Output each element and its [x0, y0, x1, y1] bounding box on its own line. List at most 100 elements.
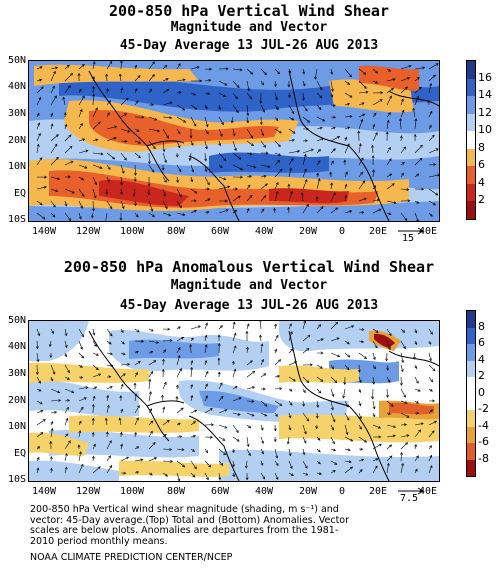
- shear-vector-head: [219, 325, 223, 329]
- shear-vector-head: [251, 413, 255, 417]
- shear-vector: [50, 67, 58, 70]
- shear-vector-head: [413, 133, 417, 137]
- shear-vector: [36, 376, 41, 384]
- shear-vector-head: [181, 448, 185, 452]
- shear-vector: [246, 360, 253, 366]
- bottom-colorbar: [466, 310, 476, 477]
- shear-vector-head: [196, 66, 200, 69]
- shear-vector-head: [249, 194, 253, 198]
- colorbar-segment: [467, 311, 475, 328]
- shear-vector-head: [153, 457, 158, 460]
- shear-vector: [120, 176, 123, 186]
- shear-vector-head: [360, 118, 364, 122]
- shear-vector-head: [419, 157, 423, 161]
- shear-vector-head: [245, 330, 249, 334]
- shear-vector-head: [205, 383, 208, 387]
- shear-vector: [148, 74, 155, 82]
- shear-vector-head: [223, 452, 227, 456]
- shear-vector-head: [64, 452, 68, 457]
- shear-vector: [428, 445, 432, 450]
- shear-vector: [134, 372, 138, 378]
- shear-vector-head: [404, 217, 408, 221]
- shear-vector-head: [109, 465, 113, 469]
- shear-vector-head: [378, 443, 382, 447]
- shear-vector-head: [418, 429, 422, 433]
- shear-vector: [414, 328, 417, 333]
- credit-line: NOAA CLIMATE PREDICTION CENTER/NCEP: [30, 552, 233, 563]
- shear-vector-head: [349, 94, 353, 98]
- shear-vector-head: [260, 343, 264, 347]
- shear-vector: [64, 399, 70, 402]
- shear-vector-head: [320, 338, 324, 342]
- shear-vector: [358, 198, 367, 202]
- shear-vector: [204, 164, 207, 172]
- shear-vector-head: [264, 413, 268, 417]
- shear-vector-head: [351, 325, 355, 328]
- shear-vector: [344, 103, 350, 106]
- shear-vector: [148, 116, 157, 121]
- shear-vector: [64, 466, 67, 474]
- shear-vector-head: [406, 414, 410, 418]
- shear-vector-head: [318, 472, 322, 476]
- shear-vector: [302, 400, 305, 407]
- shear-vector: [106, 176, 110, 182]
- shear-vector: [330, 160, 334, 166]
- shear-vector: [148, 200, 153, 212]
- shear-vector: [260, 448, 264, 455]
- shear-vector-head: [127, 362, 131, 366]
- shear-vector-head: [150, 420, 154, 424]
- shear-vector-head: [190, 366, 194, 370]
- shear-vector: [50, 399, 61, 402]
- shear-vector-head: [389, 173, 393, 177]
- top-vector-field: [36, 61, 439, 221]
- shear-vector-head: [81, 63, 85, 67]
- shear-vector: [190, 104, 198, 110]
- colorbar-segment: [467, 344, 475, 361]
- shear-vector-head: [152, 61, 155, 65]
- shear-vector-head: [274, 348, 278, 352]
- arrow-icon: [398, 227, 424, 235]
- shear-vector: [50, 364, 56, 375]
- top-lon-label: 40W: [254, 226, 274, 237]
- shear-vector: [176, 140, 181, 148]
- shear-vector: [288, 448, 291, 456]
- shear-vector: [302, 436, 307, 444]
- shear-vector-head: [289, 402, 293, 406]
- shear-vector-head: [306, 203, 309, 207]
- shear-vector: [358, 68, 366, 75]
- shear-vector-head: [389, 455, 393, 459]
- bottom-vector-field: [35, 321, 437, 481]
- shear-vector-head: [387, 68, 392, 72]
- shear-vector-head: [193, 466, 197, 470]
- shear-vector: [176, 104, 185, 111]
- shear-vector-head: [315, 196, 319, 200]
- shear-vector-head: [224, 199, 228, 203]
- shear-vector: [316, 116, 325, 122]
- shear-vector-head: [217, 334, 221, 338]
- colorbar-label: 6: [478, 158, 485, 171]
- shear-vector-head: [233, 368, 237, 372]
- shear-vector: [344, 400, 349, 408]
- shear-vector: [260, 472, 266, 480]
- shear-vector: [232, 80, 240, 88]
- shear-vector-head: [120, 443, 124, 447]
- shear-vector: [358, 180, 366, 190]
- shear-vector-head: [264, 72, 267, 76]
- shear-vector-head: [206, 477, 209, 481]
- shear-vector: [190, 188, 197, 194]
- shear-vector-head: [234, 385, 238, 389]
- shear-vector: [148, 351, 153, 354]
- shear-vector: [176, 436, 182, 438]
- shear-vector: [274, 448, 278, 459]
- shear-vector: [428, 465, 433, 474]
- shear-vector-head: [92, 93, 96, 97]
- shear-vector: [358, 328, 365, 331]
- shear-vector-head: [288, 453, 292, 457]
- shear-vector: [106, 112, 110, 118]
- shear-vector-head: [136, 417, 139, 421]
- shear-vector-head: [43, 185, 47, 189]
- shear-vector: [288, 331, 293, 342]
- shear-vector: [316, 324, 321, 330]
- shear-vector-head: [91, 431, 95, 435]
- caption-line: vector: 45-Day average.(Top) Total and (…: [30, 514, 350, 526]
